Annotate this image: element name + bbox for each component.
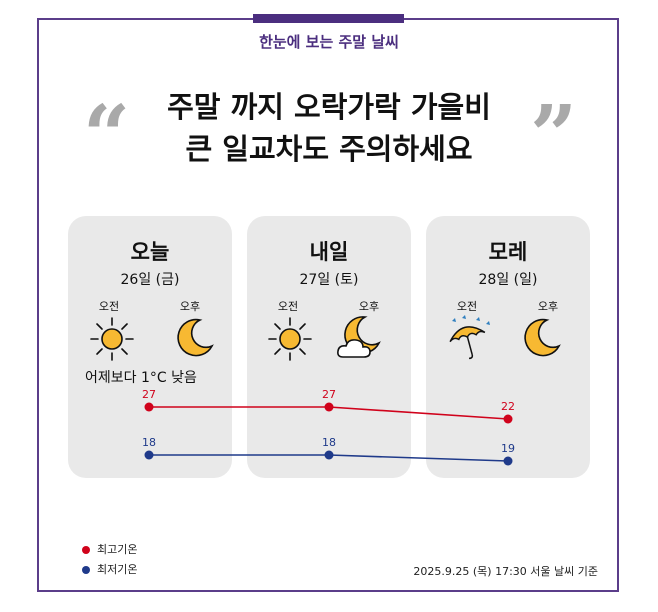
legend-label-low: 최저기온 — [97, 563, 138, 576]
day-name: 모레 — [488, 240, 528, 264]
sun-icon — [268, 317, 312, 361]
day-name: 오늘 — [130, 240, 170, 264]
open-quote-icon: “ — [83, 88, 131, 184]
legend-item-high: 최고기온 — [82, 541, 137, 557]
pm-label: 오후 — [537, 300, 559, 313]
legend-dot-high — [82, 546, 90, 554]
moon-cloud-icon — [337, 316, 381, 358]
day-date: 28일 (일) — [478, 272, 538, 288]
footer-timestamp: 2025.9.25 (목) 17:30 서울 날씨 기준 — [413, 565, 598, 578]
legend-label-high: 최고기온 — [97, 543, 138, 556]
am-label: 오전 — [456, 300, 478, 313]
moon-icon — [177, 318, 214, 357]
am-label: 오전 — [98, 300, 120, 313]
temperature-note: 어제보다 1°C 낮음 — [85, 370, 197, 386]
day-name: 내일 — [309, 240, 349, 264]
umbrella-rain-icon — [449, 315, 490, 360]
page-subtitle: 한눈에 보는 주말 날씨 — [259, 33, 399, 51]
day-card-tomorrow: 내일 27일 (토) 오전 오후 — [247, 216, 411, 478]
day-date: 27일 (토) — [299, 272, 359, 288]
moon-icon — [524, 318, 561, 357]
close-quote-icon: ” — [530, 88, 578, 184]
day-date: 26일 (금) — [120, 272, 180, 288]
headline: 주말 까지 오락가락 가을비 큰 일교차도 주의하세요 — [0, 86, 658, 170]
legend-dot-low — [82, 566, 90, 574]
top-accent-bar — [253, 14, 404, 23]
sun-icon — [90, 317, 134, 361]
headline-line-2: 큰 일교차도 주의하세요 — [185, 132, 473, 166]
day-card-day-after: 모레 28일 (일) 오전 오후 — [426, 216, 590, 478]
headline-line-1: 주말 까지 오락가락 가을비 — [167, 90, 491, 124]
legend-item-low: 최저기온 — [82, 561, 137, 577]
pm-label: 오후 — [358, 300, 380, 313]
pm-label: 오후 — [179, 300, 201, 313]
am-label: 오전 — [277, 300, 299, 313]
